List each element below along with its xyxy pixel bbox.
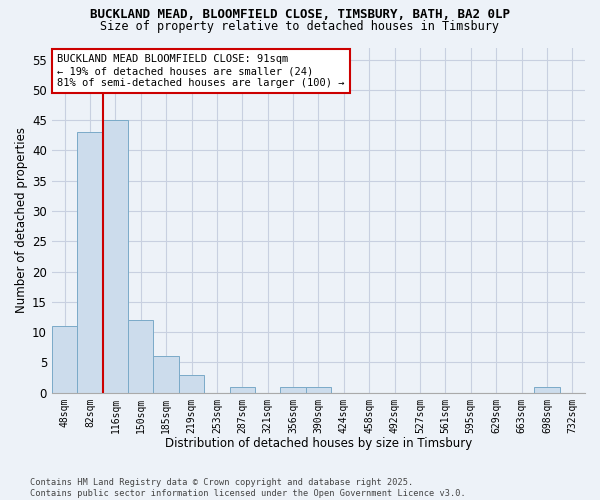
- Bar: [52, 326, 77, 392]
- Bar: [103, 120, 128, 392]
- Text: Size of property relative to detached houses in Timsbury: Size of property relative to detached ho…: [101, 20, 499, 33]
- Bar: [306, 386, 331, 392]
- Text: Contains HM Land Registry data © Crown copyright and database right 2025.
Contai: Contains HM Land Registry data © Crown c…: [30, 478, 466, 498]
- Text: BUCKLAND MEAD, BLOOMFIELD CLOSE, TIMSBURY, BATH, BA2 0LP: BUCKLAND MEAD, BLOOMFIELD CLOSE, TIMSBUR…: [90, 8, 510, 20]
- Text: BUCKLAND MEAD BLOOMFIELD CLOSE: 91sqm
← 19% of detached houses are smaller (24)
: BUCKLAND MEAD BLOOMFIELD CLOSE: 91sqm ← …: [57, 54, 345, 88]
- Bar: [280, 386, 306, 392]
- X-axis label: Distribution of detached houses by size in Timsbury: Distribution of detached houses by size …: [165, 437, 472, 450]
- Bar: [128, 320, 154, 392]
- Bar: [77, 132, 103, 392]
- Bar: [154, 356, 179, 392]
- Bar: [179, 374, 204, 392]
- Bar: [230, 386, 255, 392]
- Bar: [534, 386, 560, 392]
- Y-axis label: Number of detached properties: Number of detached properties: [15, 127, 28, 313]
